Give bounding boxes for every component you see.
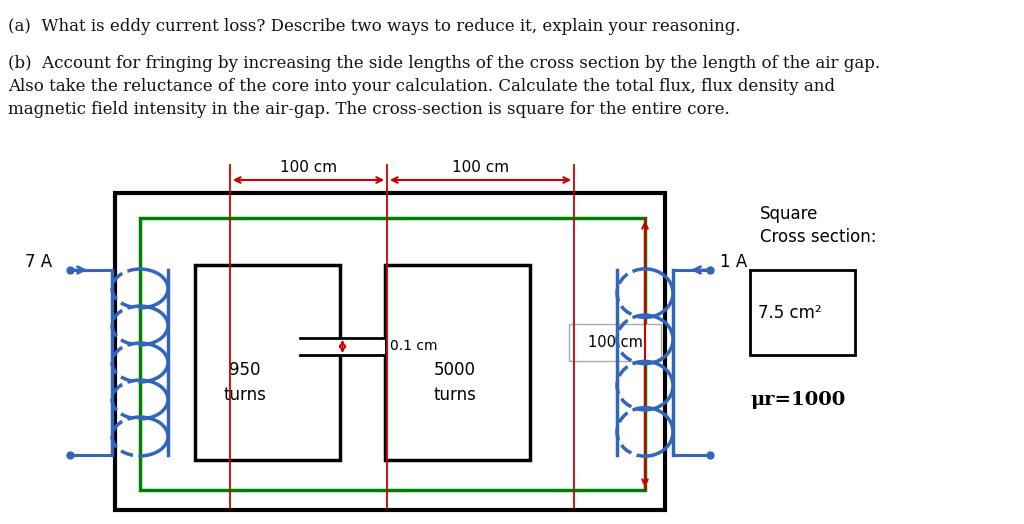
Text: 5000: 5000 <box>434 361 476 379</box>
Text: (a)  What is eddy current loss? Describe two ways to reduce it, explain your rea: (a) What is eddy current loss? Describe … <box>8 18 740 35</box>
Text: 7.5 cm²: 7.5 cm² <box>758 303 821 322</box>
FancyBboxPatch shape <box>569 324 662 361</box>
Text: Also take the reluctance of the core into your calculation. Calculate the total : Also take the reluctance of the core int… <box>8 78 835 95</box>
Text: turns: turns <box>223 386 266 404</box>
Text: μr=1000: μr=1000 <box>750 391 845 409</box>
Text: 100 cm: 100 cm <box>280 160 337 175</box>
Text: 1 A: 1 A <box>720 253 748 271</box>
Text: (b)  Account for fringing by increasing the side lengths of the cross section by: (b) Account for fringing by increasing t… <box>8 55 880 72</box>
Text: turns: turns <box>433 386 476 404</box>
Bar <box>385 265 530 460</box>
Bar <box>300 338 385 355</box>
Text: Square: Square <box>760 205 818 223</box>
Text: 7 A: 7 A <box>25 253 52 271</box>
Bar <box>140 218 645 490</box>
Bar <box>115 193 665 510</box>
Bar <box>195 265 340 460</box>
Text: 100 cm: 100 cm <box>452 160 509 175</box>
Text: 100 cm: 100 cm <box>588 335 642 350</box>
Bar <box>750 270 855 355</box>
Text: Cross section:: Cross section: <box>760 228 877 246</box>
Text: 950: 950 <box>229 361 261 379</box>
Text: magnetic field intensity in the air-gap. The cross-section is square for the ent: magnetic field intensity in the air-gap.… <box>8 101 730 118</box>
Text: 0.1 cm: 0.1 cm <box>390 340 437 354</box>
